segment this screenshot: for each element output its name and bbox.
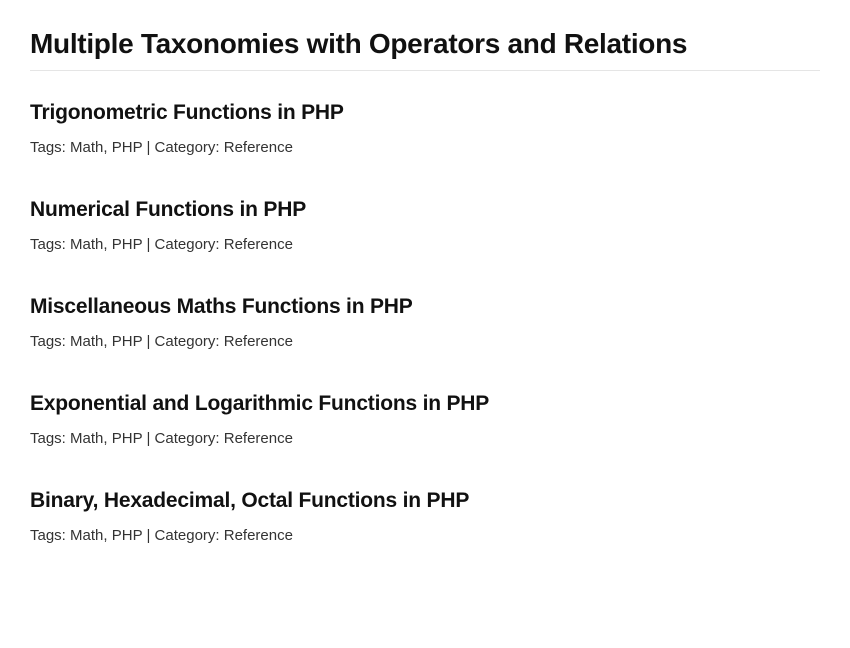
category-link[interactable]: Reference — [224, 236, 293, 253]
post-title-link[interactable]: Exponential and Logarithmic Functions in… — [30, 392, 489, 415]
post-meta: Tags: Math, PHP | Category: Reference — [30, 236, 820, 253]
meta-separator: | — [142, 333, 154, 350]
tags-label: Tags: — [30, 527, 70, 544]
category-link[interactable]: Reference — [224, 430, 293, 447]
tag-separator: , — [103, 527, 111, 544]
category-link[interactable]: Reference — [224, 139, 293, 156]
post-meta: Tags: Math, PHP | Category: Reference — [30, 139, 820, 156]
category-label: Category: — [155, 527, 224, 544]
tag-link[interactable]: Math — [70, 333, 103, 350]
tags-label: Tags: — [30, 333, 70, 350]
tag-separator: , — [103, 430, 111, 447]
tag-link[interactable]: PHP — [112, 527, 143, 544]
post-meta: Tags: Math, PHP | Category: Reference — [30, 333, 820, 350]
post-list: Trigonometric Functions in PHP Tags: Mat… — [30, 101, 820, 544]
category-link[interactable]: Reference — [224, 527, 293, 544]
post-meta: Tags: Math, PHP | Category: Reference — [30, 430, 820, 447]
tags-label: Tags: — [30, 430, 70, 447]
tag-link[interactable]: PHP — [112, 139, 143, 156]
post-title-link[interactable]: Miscellaneous Maths Functions in PHP — [30, 295, 413, 318]
tag-link[interactable]: Math — [70, 430, 103, 447]
post-title: Binary, Hexadecimal, Octal Functions in … — [30, 489, 820, 513]
post: Miscellaneous Maths Functions in PHP Tag… — [30, 295, 820, 350]
post: Numerical Functions in PHP Tags: Math, P… — [30, 198, 820, 253]
post: Exponential and Logarithmic Functions in… — [30, 392, 820, 447]
tag-link[interactable]: Math — [70, 236, 103, 253]
post: Trigonometric Functions in PHP Tags: Mat… — [30, 101, 820, 156]
tag-link[interactable]: PHP — [112, 333, 143, 350]
tag-separator: , — [103, 236, 111, 253]
meta-separator: | — [142, 430, 154, 447]
post-title: Exponential and Logarithmic Functions in… — [30, 392, 820, 416]
category-label: Category: — [155, 333, 224, 350]
post-title-link[interactable]: Binary, Hexadecimal, Octal Functions in … — [30, 489, 469, 512]
post-meta: Tags: Math, PHP | Category: Reference — [30, 527, 820, 544]
post: Binary, Hexadecimal, Octal Functions in … — [30, 489, 820, 544]
tag-separator: , — [103, 139, 111, 156]
category-label: Category: — [155, 430, 224, 447]
post-title: Trigonometric Functions in PHP — [30, 101, 820, 125]
tag-link[interactable]: Math — [70, 139, 103, 156]
post-title-link[interactable]: Numerical Functions in PHP — [30, 198, 306, 221]
tag-link[interactable]: PHP — [112, 430, 143, 447]
tag-link[interactable]: Math — [70, 527, 103, 544]
post-title: Numerical Functions in PHP — [30, 198, 820, 222]
post-title: Miscellaneous Maths Functions in PHP — [30, 295, 820, 319]
category-label: Category: — [155, 139, 224, 156]
category-label: Category: — [155, 236, 224, 253]
meta-separator: | — [142, 527, 154, 544]
post-title-link[interactable]: Trigonometric Functions in PHP — [30, 101, 344, 124]
category-link[interactable]: Reference — [224, 333, 293, 350]
meta-separator: | — [142, 139, 154, 156]
tags-label: Tags: — [30, 139, 70, 156]
tags-label: Tags: — [30, 236, 70, 253]
page-title: Multiple Taxonomies with Operators and R… — [30, 28, 820, 71]
tag-link[interactable]: PHP — [112, 236, 143, 253]
tag-separator: , — [103, 333, 111, 350]
meta-separator: | — [142, 236, 154, 253]
